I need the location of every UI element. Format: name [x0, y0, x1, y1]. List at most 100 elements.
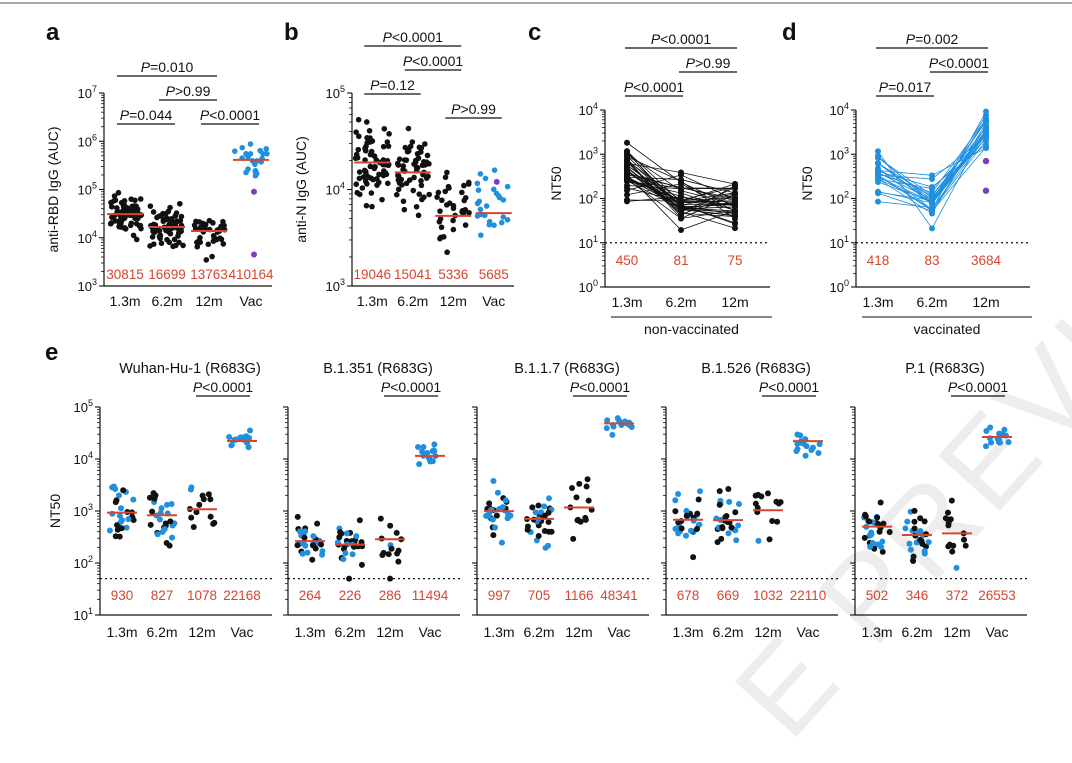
data-point: [217, 235, 223, 241]
data-point: [726, 498, 733, 505]
data-point: [190, 524, 197, 531]
purple-data-point: [251, 188, 257, 195]
data-point: [911, 518, 918, 525]
data-point: [395, 172, 401, 179]
data-point: [545, 519, 552, 526]
median-value-label: 15041: [394, 267, 432, 282]
data-point: [535, 502, 542, 509]
data-point: [911, 525, 918, 532]
data-point: [474, 180, 481, 187]
p-value-bracket-a-label: P>0.99: [166, 83, 211, 99]
median-value-label: 22168: [223, 588, 261, 603]
x-tick-label-d: 6.2m: [916, 294, 947, 310]
data-point: [752, 492, 759, 499]
subpanel-title: Wuhan-Hu-1 (R683G): [119, 361, 261, 377]
data-point: [683, 512, 690, 519]
x-tick-label-e: 6.2m: [712, 624, 743, 640]
data-point: [374, 182, 380, 188]
data-point: [158, 505, 165, 512]
data-point: [368, 190, 375, 196]
data-point: [678, 169, 684, 176]
data-point: [477, 206, 484, 213]
x-tick-label-c: 12m: [721, 294, 748, 310]
data-point: [500, 214, 507, 220]
data-point: [542, 544, 549, 551]
y-axis-label-e: NT50: [47, 494, 63, 528]
purple-data-point: [493, 178, 500, 185]
data-point: [343, 530, 350, 537]
median-value-label: 83: [924, 253, 939, 268]
data-point: [403, 180, 410, 187]
data-point: [130, 232, 137, 239]
data-point: [294, 542, 301, 549]
x-tick-label-d: 12m: [972, 294, 999, 310]
data-point: [929, 225, 935, 232]
data-point: [210, 232, 217, 239]
data-point: [196, 237, 203, 244]
panel-d-ytick-label: 101: [830, 234, 849, 251]
data-point: [403, 157, 410, 163]
data-point: [228, 441, 235, 448]
data-point: [478, 232, 484, 238]
data-point: [359, 185, 366, 191]
data-point: [683, 507, 690, 514]
data-point: [387, 522, 394, 529]
data-point: [175, 230, 182, 236]
data-point: [775, 500, 782, 507]
p-value-bracket-b-label: P>0.99: [451, 101, 496, 117]
figure: 103 104 105 106 107 a anti-RBD IgG (AUC) 1.3m 30…: [0, 2, 1072, 640]
x-tick-label-b: 12m: [440, 293, 467, 309]
data-point: [584, 476, 591, 483]
data-point: [545, 495, 552, 502]
data-point: [112, 499, 119, 506]
x-tick-label-a: 12m: [195, 293, 222, 309]
data-point: [907, 546, 914, 553]
data-point: [624, 196, 630, 203]
data-point: [794, 431, 801, 438]
data-point: [719, 525, 726, 532]
data-point: [123, 524, 130, 531]
data-point: [196, 501, 203, 508]
data-point: [147, 203, 154, 209]
p-value-bracket-e-label: P<0.0001: [193, 379, 254, 395]
panel-b-ytick-label: 103: [326, 277, 345, 294]
data-point: [498, 219, 505, 226]
x-tick-label-e: 1.3m: [294, 624, 325, 640]
data-point: [500, 197, 507, 203]
data-point: [1005, 439, 1012, 446]
subpanel-0-ytick-label: 103: [74, 502, 93, 519]
data-point: [409, 139, 416, 145]
data-point: [929, 172, 935, 179]
data-point: [459, 207, 466, 214]
y-axis-label-b: anti-N IgG (AUC): [293, 136, 309, 243]
data-point: [379, 551, 386, 558]
data-point: [263, 146, 270, 152]
data-point: [356, 133, 362, 140]
data-point: [302, 528, 309, 535]
data-point: [929, 192, 935, 199]
data-point: [878, 544, 885, 551]
data-point: [524, 526, 531, 533]
data-point: [866, 518, 873, 525]
data-point: [153, 228, 159, 234]
median-value-label: 75: [727, 253, 742, 268]
x-tick-label-e: 6.2m: [901, 624, 932, 640]
data-point: [385, 143, 392, 149]
data-point: [420, 443, 427, 450]
p-value-bracket-d-label: P=0.017: [879, 79, 932, 95]
data-point: [490, 532, 497, 539]
data-point: [725, 530, 732, 537]
data-point: [166, 229, 173, 235]
x-tick-label-e: 12m: [188, 624, 215, 640]
data-point: [106, 527, 113, 534]
data-point: [439, 197, 445, 204]
median-value-label: 502: [866, 588, 889, 603]
data-point: [436, 218, 443, 225]
subpanel-0-ytick-label: 105: [74, 398, 93, 415]
data-point: [875, 175, 881, 182]
data-point: [257, 147, 263, 154]
data-point: [624, 139, 630, 146]
data-point: [355, 116, 362, 123]
data-point: [929, 207, 935, 214]
data-point: [438, 224, 445, 231]
